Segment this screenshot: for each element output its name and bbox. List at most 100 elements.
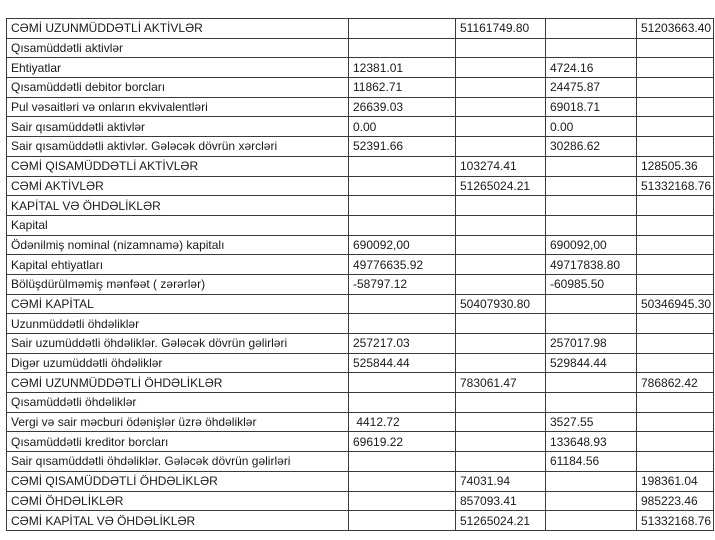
table-row: Qısamüddətli kreditor borcları 69619.22 13…: [6, 431, 714, 453]
period2-detail: [545, 372, 637, 394]
period1-total: [455, 195, 546, 216]
period2-total: [636, 431, 714, 453]
period2-detail: [545, 313, 637, 334]
period2-total: 50346945.30: [636, 293, 714, 315]
period1-detail: [348, 372, 456, 394]
period1-detail: 525844.44: [348, 352, 456, 374]
period1-total: [455, 96, 546, 118]
period2-detail: [545, 175, 637, 197]
period1-total: [455, 37, 546, 59]
period2-detail: 529844.44: [545, 352, 637, 374]
period1-detail: [348, 490, 456, 512]
period1-detail: [348, 18, 456, 39]
table-row: Bölüşdürülməmiş mənfəət ( zərərlər) -5879…: [6, 273, 714, 295]
period2-total: 51332168.76: [636, 175, 714, 197]
period2-detail: 3527.55: [545, 411, 637, 433]
period2-detail: 24475.87: [545, 77, 637, 98]
period2-detail: 61184.56: [545, 451, 637, 472]
period1-detail: 49776635.92: [348, 254, 456, 275]
period2-total: 985223.46: [636, 490, 714, 512]
period2-detail: 49717838.80: [545, 254, 637, 275]
table-row: Sair uzumüddətli öhdəliklər. Gələcək döv…: [6, 333, 714, 354]
table-row: Ehtiyatlar 12381.01 4724.16: [6, 57, 714, 79]
period1-total: [455, 333, 546, 354]
period1-detail: [348, 293, 456, 315]
period2-detail: [545, 293, 637, 315]
table-row: Pul vəsaitləri və onların ekvivalentləri…: [6, 96, 714, 118]
period2-total: [636, 214, 714, 236]
period2-detail: [545, 470, 637, 492]
line-item-label: Sair qısamüddətli aktivlər: [6, 116, 349, 138]
period1-total: 51265024.21: [455, 175, 546, 197]
period1-detail: 52391.66: [348, 136, 456, 157]
period2-total: 198361.04: [636, 470, 714, 492]
period2-total: 128505.36: [636, 155, 714, 177]
period1-total: 857093.41: [455, 490, 546, 512]
period1-total: [455, 411, 546, 433]
table-row: CƏMİ QISAMÜDDƏTLİ AKTİVLƏR 103274.41 12850…: [6, 155, 714, 177]
period1-total: [455, 431, 546, 453]
period1-total: [455, 313, 546, 334]
period1-total: [455, 214, 546, 236]
line-item-label: CƏMİ AKTİVLƏR: [6, 175, 349, 197]
period1-detail: -58797.12: [348, 273, 456, 295]
period1-total: [455, 451, 546, 472]
period1-total: 50407930.80: [455, 293, 546, 315]
period2-total: [636, 411, 714, 433]
period1-detail: [348, 470, 456, 492]
period2-detail: [545, 510, 637, 531]
line-item-label: CƏMİ UZUNMÜDDƏTLİ AKTİVLƏR: [6, 18, 349, 39]
period2-total: [636, 313, 714, 334]
period1-detail: 12381.01: [348, 57, 456, 79]
period1-total: 103274.41: [455, 155, 546, 177]
table-row: CƏMİ UZUNMÜDDƏTLİ AKTİVLƏR 51161749.80 512…: [6, 18, 714, 39]
line-item-label: CƏMİ KAPİTAL VƏ ÖHDƏLİKLƏR: [6, 510, 349, 531]
period1-total: [455, 254, 546, 275]
table-row: Sair qısamüddətli aktivlər. Gələcək dövr…: [6, 136, 714, 157]
period1-detail: [348, 37, 456, 59]
table-row: KAPİTAL VƏ ÖHDƏLİKLƏR: [6, 195, 714, 216]
period2-detail: 4724.16: [545, 57, 637, 79]
period1-detail: [348, 155, 456, 177]
period2-detail: 30286.62: [545, 136, 637, 157]
period1-detail: [348, 392, 456, 413]
period2-detail: 133648.93: [545, 431, 637, 453]
line-item-label: Kapital ehtiyatları: [6, 254, 349, 275]
period2-total: [636, 57, 714, 79]
table-row: CƏMİ KAPİTAL VƏ ÖHDƏLİKLƏR 51265024.21 513…: [6, 510, 714, 531]
line-item-label: Sair uzumüddətli öhdəliklər. Gələcək döv…: [6, 333, 349, 354]
period2-total: [636, 195, 714, 216]
line-item-label: CƏMİ KAPİTAL: [6, 293, 349, 315]
period2-total: [636, 333, 714, 354]
line-item-label: Pul vəsaitləri və onların ekvivalentləri: [6, 96, 349, 118]
period2-detail: 690092,00: [545, 234, 637, 256]
table-row: CƏMİ AKTİVLƏR 51265024.21 51332168.76: [6, 175, 714, 197]
balance-sheet-table: CƏMİ UZUNMÜDDƏTLİ AKTİVLƏR 51161749.80 512…: [6, 18, 714, 531]
period1-total: [455, 116, 546, 138]
period2-total: [636, 392, 714, 413]
period2-total: [636, 234, 714, 256]
period2-detail: [545, 18, 637, 39]
period1-detail: 4412.72: [348, 411, 456, 433]
line-item-label: CƏMİ QISAMÜDDƏTLİ AKTİVLƏR: [6, 155, 349, 177]
period1-total: [455, 57, 546, 79]
line-item-label: Qısamüddətli kreditor borcları: [6, 431, 349, 453]
period2-detail: 0.00: [545, 116, 637, 138]
period1-detail: 257217.03: [348, 333, 456, 354]
period2-detail: [545, 195, 637, 216]
period1-total: 783061.47: [455, 372, 546, 394]
line-item-label: Bölüşdürülməmiş mənfəət ( zərərlər): [6, 273, 349, 295]
balance-sheet-body: CƏMİ UZUNMÜDDƏTLİ AKTİVLƏR 51161749.80 512…: [6, 18, 714, 531]
period1-detail: 11862.71: [348, 77, 456, 98]
period1-detail: 0.00: [348, 116, 456, 138]
table-row: CƏMİ QISAMÜDDƏTLİ ÖHDƏLİKLƏR 74031.94 1983…: [6, 470, 714, 492]
line-item-label: Ehtiyatlar: [6, 57, 349, 79]
period1-total: [455, 352, 546, 374]
period2-detail: -60985.50: [545, 273, 637, 295]
period1-total: [455, 392, 546, 413]
period2-total: 786862.42: [636, 372, 714, 394]
line-item-label: Ödənilmiş nominal (nizamnamə) kapitalı: [6, 234, 349, 256]
line-item-label: CƏMİ QISAMÜDDƏTLİ ÖHDƏLİKLƏR: [6, 470, 349, 492]
line-item-label: Qısamüddətli aktivlər: [6, 37, 349, 59]
period2-total: [636, 451, 714, 472]
